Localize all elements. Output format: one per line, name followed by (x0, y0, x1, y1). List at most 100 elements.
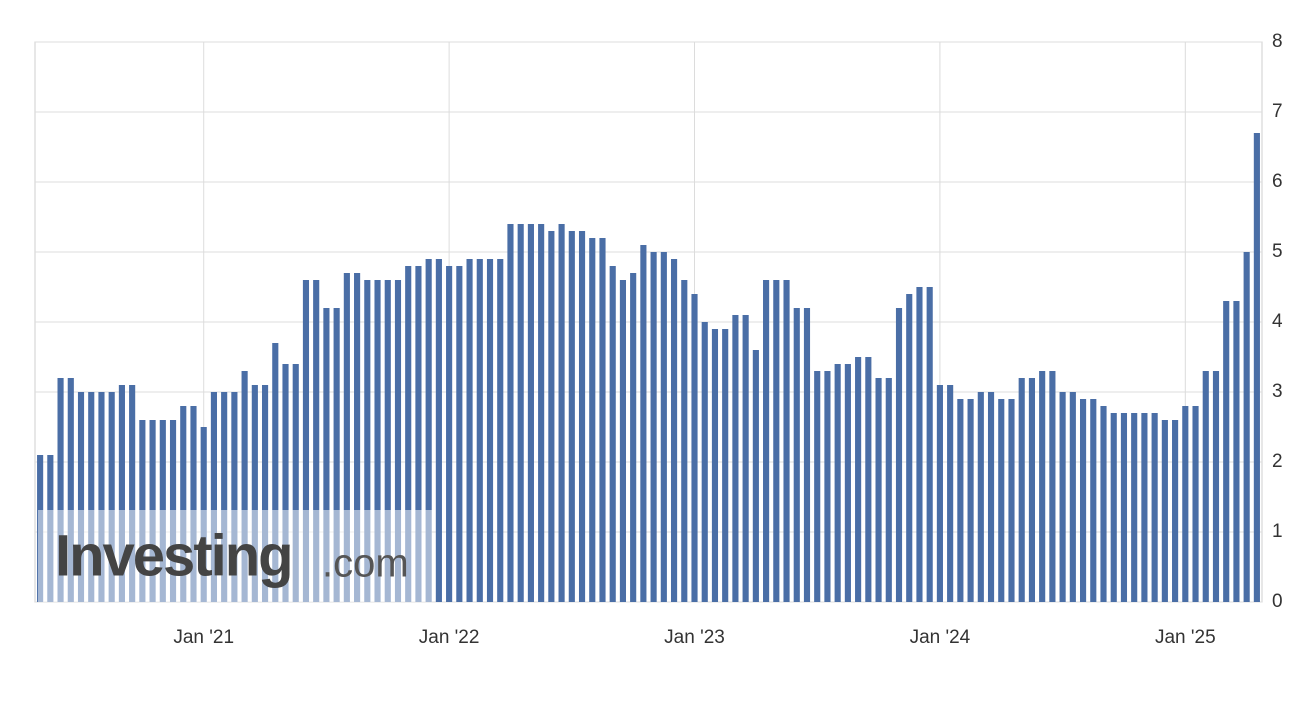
bar (180, 406, 187, 602)
y-tick-label: 2 (1272, 451, 1283, 472)
bar (1039, 371, 1046, 602)
bar (875, 378, 882, 602)
bar (527, 224, 534, 602)
bar (476, 259, 483, 602)
bar (855, 357, 862, 602)
bar (732, 315, 739, 602)
bar (947, 385, 954, 602)
bar (722, 329, 729, 602)
bar (98, 392, 105, 602)
bar (1008, 399, 1015, 602)
bar (711, 329, 719, 602)
bar (364, 280, 371, 602)
bar (1161, 420, 1168, 602)
bar (261, 385, 269, 602)
bars (37, 133, 1260, 602)
watermark-backdrop (38, 510, 432, 602)
bar (568, 231, 575, 602)
bar (343, 273, 350, 602)
y-tick-label: 6 (1272, 171, 1283, 192)
y-tick-label: 8 (1272, 31, 1283, 52)
bar (67, 378, 74, 602)
bar (57, 378, 64, 602)
bar (77, 392, 85, 602)
bar (814, 371, 821, 602)
bar (599, 238, 606, 602)
bar (313, 280, 320, 602)
bar (844, 364, 851, 602)
bar (773, 280, 780, 602)
x-tick-label: Jan '23 (664, 627, 725, 648)
y-tick-label: 4 (1272, 311, 1283, 332)
bar (1202, 371, 1209, 602)
y-tick-label: 7 (1272, 101, 1283, 122)
bar (589, 238, 596, 602)
y-tick-label: 0 (1272, 591, 1283, 612)
labels: 0 1 2 3 4 5 6 7 8 Jan '21 Jan '22 Jan '23 Jan '24 Jan… (173, 31, 1283, 648)
bar (108, 392, 115, 602)
x-tick-label: Jan '21 (173, 627, 234, 648)
bar (88, 392, 95, 602)
bar (292, 364, 299, 602)
bar (987, 392, 995, 602)
bar (210, 392, 218, 602)
bar (1079, 399, 1087, 602)
y-tick-label: 3 (1272, 381, 1283, 402)
bar (538, 224, 545, 602)
bar (691, 294, 698, 602)
bar (486, 259, 494, 602)
bar (916, 287, 923, 602)
bar (578, 231, 586, 602)
x-tick-label: Jan '24 (910, 627, 971, 648)
bar (384, 280, 391, 602)
bar (1253, 133, 1260, 602)
bar (394, 280, 402, 602)
bar (681, 280, 688, 602)
bar (824, 371, 831, 602)
bar (650, 252, 657, 602)
bar (865, 357, 872, 602)
bar (1110, 413, 1117, 602)
bar (1059, 392, 1066, 602)
bar (1090, 399, 1097, 602)
bar (558, 224, 565, 602)
bar (129, 385, 136, 602)
bar (1049, 371, 1056, 602)
bar (1141, 413, 1148, 602)
bar (456, 266, 463, 602)
watermark-domain: .com (322, 542, 409, 586)
x-tick-label: Jan '25 (1155, 627, 1216, 648)
bar (446, 266, 453, 602)
bar (895, 308, 903, 602)
bar (1100, 406, 1107, 602)
bar (517, 224, 524, 602)
bar (374, 280, 381, 602)
bar (1243, 252, 1250, 602)
bar (231, 392, 238, 602)
bar (1182, 406, 1189, 602)
bar (763, 280, 770, 602)
bar (435, 259, 442, 602)
bar (466, 259, 473, 602)
bar (1131, 413, 1138, 602)
bar (957, 399, 964, 602)
bar (251, 385, 258, 602)
x-tick-label: Jan '22 (419, 627, 480, 648)
bar (1028, 378, 1036, 602)
bar (906, 294, 913, 602)
bar (701, 322, 708, 602)
bar (1151, 413, 1158, 602)
bar (272, 343, 279, 602)
bar (1018, 378, 1025, 602)
bar (885, 378, 892, 602)
bar (660, 252, 667, 602)
bar (405, 266, 412, 602)
bar (1172, 420, 1179, 602)
bar (282, 364, 289, 602)
bar (630, 273, 637, 602)
bar (221, 392, 228, 602)
bar (619, 280, 627, 602)
watermark-brand: Investing (55, 523, 292, 588)
